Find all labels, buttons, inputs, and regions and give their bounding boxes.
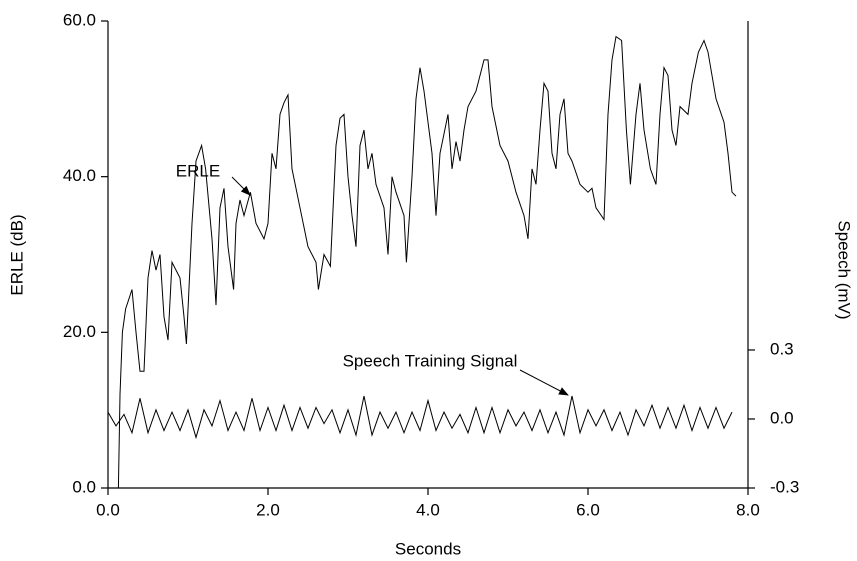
y-tick-label: 60.0 (63, 10, 96, 29)
y2-tick-label: -0.3 (770, 477, 799, 496)
x-tick-label: 6.0 (576, 500, 600, 519)
x-tick-label: 8.0 (736, 500, 760, 519)
annotation-arrow (231, 176, 251, 196)
x-tick-label: 4.0 (416, 500, 440, 519)
y-tick-label: 40.0 (63, 166, 96, 185)
annotation-arrow (519, 369, 569, 396)
line-series (117, 35, 737, 489)
y2-tick-label: 0.3 (770, 339, 794, 358)
y-tick-label: 20.0 (63, 322, 96, 341)
y2-tick-label: 0.0 (770, 408, 794, 427)
annotation: ERLE (176, 161, 220, 180)
x-axis-label: Seconds (395, 539, 461, 558)
y-tick-label: 0.0 (72, 477, 96, 496)
line-series (107, 395, 733, 440)
y2-axis-label: Speech (mV) (835, 220, 854, 319)
x-tick-label: 2.0 (256, 500, 280, 519)
y-axis-label: ERLE (dB) (7, 214, 26, 295)
x-tick-label: 0.0 (96, 500, 120, 519)
annotation: Speech Training Signal (343, 351, 518, 370)
